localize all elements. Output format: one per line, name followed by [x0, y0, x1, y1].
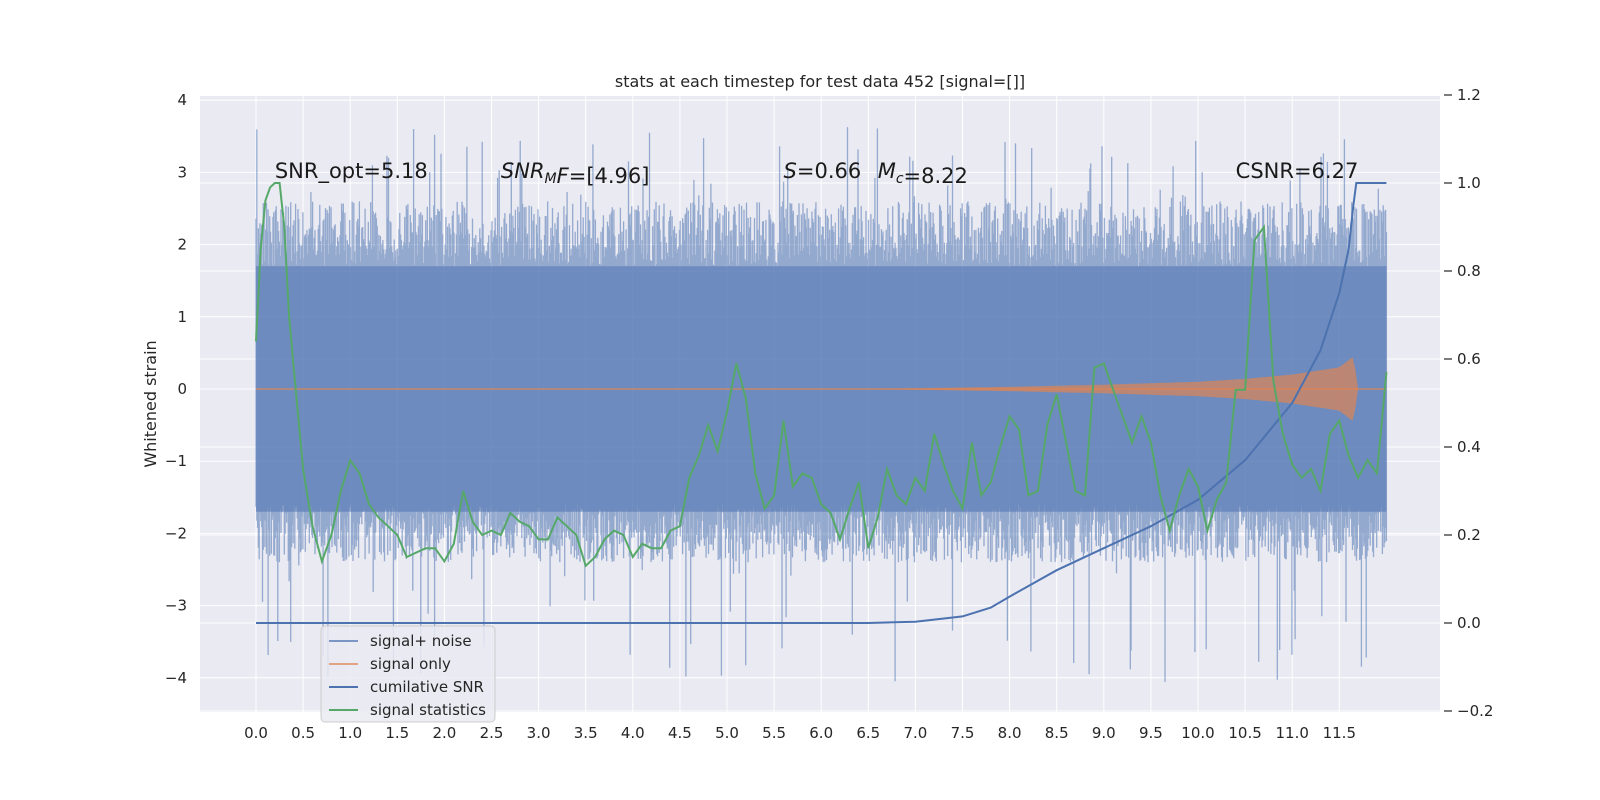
y2-tick-label: 0.2 [1457, 526, 1481, 544]
x-tick-label: 11.0 [1275, 724, 1308, 742]
y2-tick-label: 0.0 [1457, 614, 1481, 632]
annotations: SNR_opt=5.18 SNRMF=[4.96] S=0.66 Mc=8.22 CSN… [275, 159, 1358, 188]
y-tick-label: 2 [177, 236, 187, 254]
x-tick-label: 0.5 [291, 724, 315, 742]
chart-title: stats at each timestep for test data 452… [615, 72, 1025, 91]
y-axis-label: Whitened strain [141, 340, 160, 467]
x-tick-label: 6.0 [809, 724, 833, 742]
x-tick-label: 2.0 [432, 724, 456, 742]
annotation-part: =8.22 [904, 164, 968, 188]
annotation-part: SNR [501, 159, 545, 183]
y-tick-label: 3 [177, 163, 187, 181]
x-tick-label: 3.0 [527, 724, 551, 742]
right-axis-series [255, 182, 1388, 624]
x-tick-label: 7.0 [903, 724, 927, 742]
y-axis-ticks: 4 3 2 1 0 −1 −2 −3 −4 [165, 91, 187, 687]
x-tick-label: 0.0 [244, 724, 268, 742]
x-tick-label: 10.5 [1228, 724, 1261, 742]
annotation-part: =[4.96] [569, 164, 650, 188]
legend-box [320, 625, 496, 723]
y-tick-label: −1 [165, 452, 187, 470]
annotation-part: M [878, 159, 896, 183]
y-tick-label: −4 [165, 669, 187, 687]
x-tick-label: 9.0 [1092, 724, 1116, 742]
x-tick-label: 7.5 [951, 724, 975, 742]
annotation-mc_val: Mc=8.22 [878, 159, 968, 188]
x-tick-label: 5.5 [762, 724, 786, 742]
y2-tick-label: 0.4 [1457, 438, 1481, 456]
annotation-part: S [784, 159, 797, 183]
x-tick-label: 8.5 [1045, 724, 1069, 742]
y-tick-label: 1 [177, 308, 187, 326]
annotation-snr_opt: SNR_opt=5.18 [275, 159, 428, 184]
legend-label: signal+ noise [370, 632, 472, 650]
annotation-csnr: CSNR=6.27 [1236, 159, 1359, 183]
signal-statistics-line [255, 182, 1388, 568]
x-tick-label: 3.5 [574, 724, 598, 742]
x-axis-ticks: 0.0 0.5 1.0 1.5 2.0 2.5 3.0 3.5 4.0 4.5 5.0 5.5 6.0 6… [244, 724, 1356, 742]
y2-tick-label: 0.8 [1457, 262, 1481, 280]
y2-tick-label: 1.2 [1457, 86, 1481, 104]
x-tick-label: 6.5 [856, 724, 880, 742]
x-tick-label: 11.5 [1323, 724, 1356, 742]
x-tick-label: 1.5 [385, 724, 409, 742]
annotation-part: SNR_opt=5.18 [275, 159, 428, 184]
signal-only-series [256, 357, 1387, 421]
y2-tick-label: 0.6 [1457, 350, 1481, 368]
x-tick-label: 5.0 [715, 724, 739, 742]
x-tick-label: 2.5 [480, 724, 504, 742]
annotation-part: M [545, 171, 557, 187]
y2-tick-label: 1.0 [1457, 174, 1481, 192]
y-tick-label: 4 [177, 91, 187, 109]
x-tick-label: 4.0 [621, 724, 645, 742]
x-tick-label: 1.0 [338, 724, 362, 742]
y-tick-label: −2 [165, 524, 187, 542]
legend-label: signal statistics [370, 701, 486, 719]
x-tick-label: 9.5 [1139, 724, 1163, 742]
y2-axis-ticks: 1.2 1.0 0.8 0.6 0.4 0.2 0.0 −0.2 [1444, 86, 1493, 720]
x-tick-label: 10.0 [1181, 724, 1214, 742]
y2-tick-label: −0.2 [1457, 702, 1493, 720]
legend-label: cumilative SNR [370, 678, 484, 696]
x-tick-label: 8.0 [998, 724, 1022, 742]
annotation-part: c [896, 171, 904, 187]
annotation-part: CSNR=6.27 [1236, 159, 1359, 183]
y-tick-label: −3 [165, 597, 187, 615]
annotation-snr_mf: SNRMF=[4.96] [501, 159, 650, 188]
x-tick-label: 4.5 [668, 724, 692, 742]
annotation-s_val: S=0.66 [784, 159, 862, 183]
y-tick-label: 0 [177, 380, 187, 398]
annotation-part: F [557, 164, 570, 188]
annotation-part: =0.66 [797, 159, 861, 183]
legend: signal+ noise signal only cumilative SNR si… [320, 625, 496, 723]
legend-label: signal only [370, 655, 451, 673]
